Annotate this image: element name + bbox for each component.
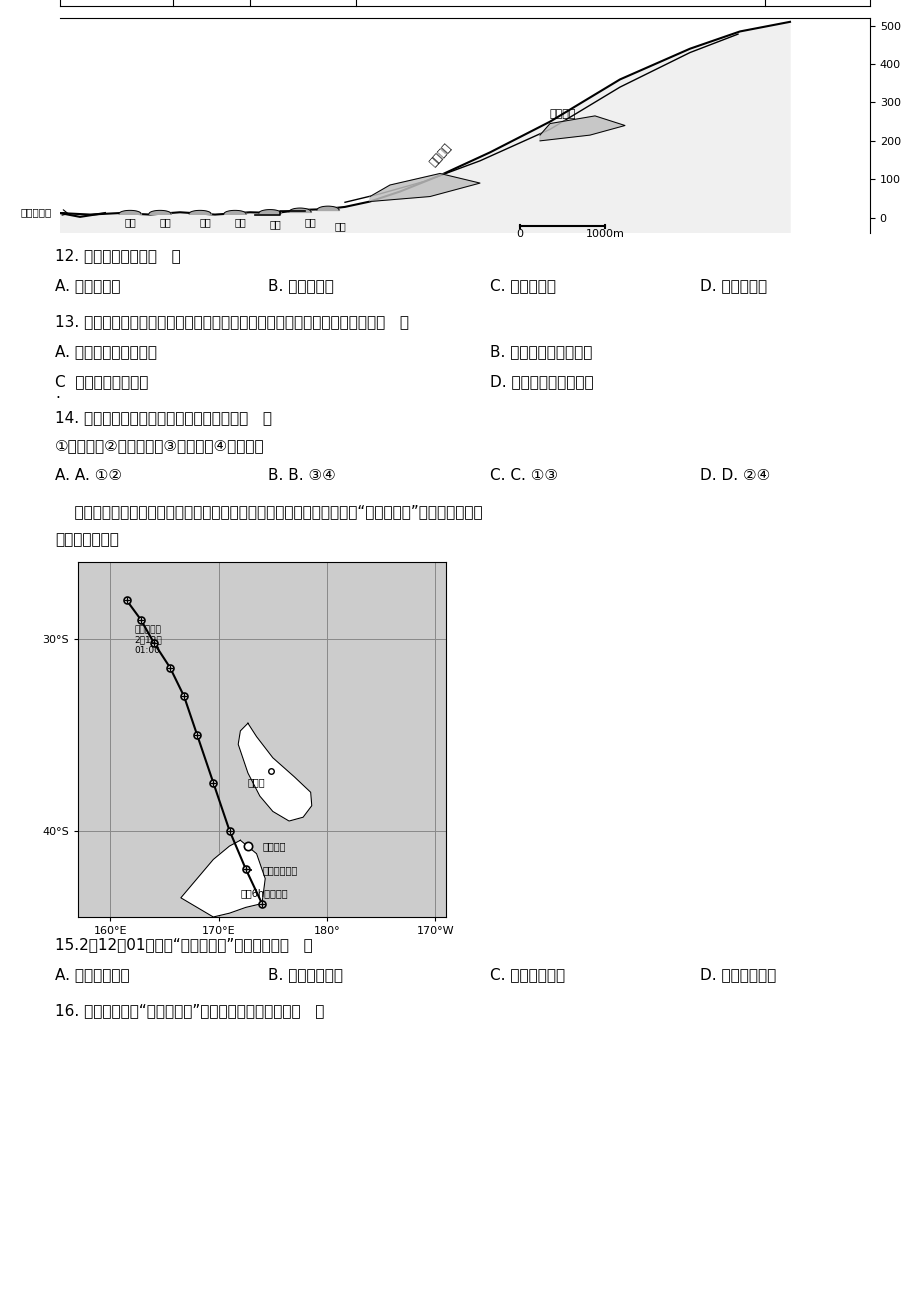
Text: C. 自西北向东南: C. 自西北向东南 — [490, 967, 564, 982]
Text: 完成下面小题。: 完成下面小题。 — [55, 533, 119, 547]
Text: B. B. ③④: B. B. ③④ — [267, 467, 335, 483]
Polygon shape — [238, 723, 312, 822]
Polygon shape — [60, 22, 789, 233]
Text: D. 峽谷的北坡: D. 峽谷的北坡 — [699, 279, 766, 293]
Text: 雅鲁藏布江: 雅鲁藏布江 — [21, 207, 52, 217]
Text: 沙丘: 沙丘 — [124, 217, 136, 227]
Text: A. A. ①②: A. A. ①② — [55, 467, 122, 483]
Text: A. 自东南向西北: A. 自东南向西北 — [55, 967, 130, 982]
Text: 16. 符合热带气旋“加布里埃尔”垂直气流运动的示意图（   ）: 16. 符合热带气旋“加布里埃尔”垂直气流运动的示意图（ ） — [55, 1003, 324, 1018]
Text: 1000m: 1000m — [584, 229, 624, 240]
Text: 奥克兰: 奥克兰 — [247, 777, 265, 786]
Text: 13. 河漫滩沙丘、阶地沙丘、谷坡沙丘中形成年代最早及颗粒物最大的分别是（   ）: 13. 河漫滩沙丘、阶地沙丘、谷坡沙丘中形成年代最早及颗粒物最大的分别是（ ） — [55, 314, 409, 329]
Polygon shape — [539, 116, 624, 141]
Text: B. 峽谷的南坡: B. 峽谷的南坡 — [267, 279, 334, 293]
Text: C. 宽谷的北坡: C. 宽谷的北坡 — [490, 279, 555, 293]
Text: 15.2月12日01时之后“加布里埃尔”的移动路径（   ）: 15.2月12日01时之后“加布里埃尔”的移动路径（ ） — [55, 937, 312, 952]
Text: A. 宽谷的南坡: A. 宽谷的南坡 — [55, 279, 120, 293]
Polygon shape — [369, 173, 480, 202]
Text: 阶地: 阶地 — [269, 220, 280, 229]
Text: 加布里埃尔
2月12日
01:00: 加布里埃尔 2月12日 01:00 — [134, 625, 162, 655]
Text: ①岩性差异②植被覆盖率③地势落差④流量大小: ①岩性差异②植被覆盖率③地势落差④流量大小 — [55, 437, 265, 453]
Text: 谷坡沙丘: 谷坡沙丘 — [427, 142, 453, 168]
Text: 沙丘: 沙丘 — [233, 217, 245, 227]
Text: 阶地: 阶地 — [334, 221, 346, 232]
Text: D. 自西南向东北: D. 自西南向东北 — [699, 967, 776, 982]
Text: 0: 0 — [516, 229, 523, 240]
Text: B. 自东北向西南: B. 自东北向西南 — [267, 967, 343, 982]
Text: A. 河漫滩沙丘阶地沙丘: A. 河漫滩沙丘阶地沙丘 — [55, 344, 157, 359]
Text: 沙丘: 沙丘 — [304, 217, 315, 227]
Text: 12. 沙丘主要分布在（   ）: 12. 沙丘主要分布在（ ） — [55, 247, 180, 263]
Text: 爬升沙片: 爬升沙片 — [550, 108, 576, 118]
Text: 沙丘: 沙丘 — [199, 217, 210, 227]
Polygon shape — [181, 840, 265, 917]
Text: C. C. ①③: C. C. ①③ — [490, 467, 558, 483]
Text: D. 河漫滩沙丘谷坡沙丘: D. 河漫滩沙丘谷坡沙丘 — [490, 374, 593, 389]
Text: D. D. ②④: D. D. ②④ — [699, 467, 769, 483]
Text: .: . — [55, 385, 60, 401]
Text: C  谷坡沙丘阶地沙丘: C 谷坡沙丘阶地沙丘 — [55, 374, 148, 389]
Text: 热带气旋是生成于热带或副热带洋面上的气旋性环流。下图为热带气旋“加布里埃尔”的移动路径图。: 热带气旋是生成于热带或副热带洋面上的气旋性环流。下图为热带气旋“加布里埃尔”的移… — [55, 504, 482, 519]
Text: 14. 雅鲁藏布江河谷宽窄相间的影响因素有（   ）: 14. 雅鲁藏布江河谷宽窄相间的影响因素有（ ） — [55, 410, 272, 424]
Text: B. 谷坡沙丘河漫滩沙丘: B. 谷坡沙丘河漫滩沙丘 — [490, 344, 592, 359]
Text: 沙丘: 沙丘 — [159, 217, 171, 227]
